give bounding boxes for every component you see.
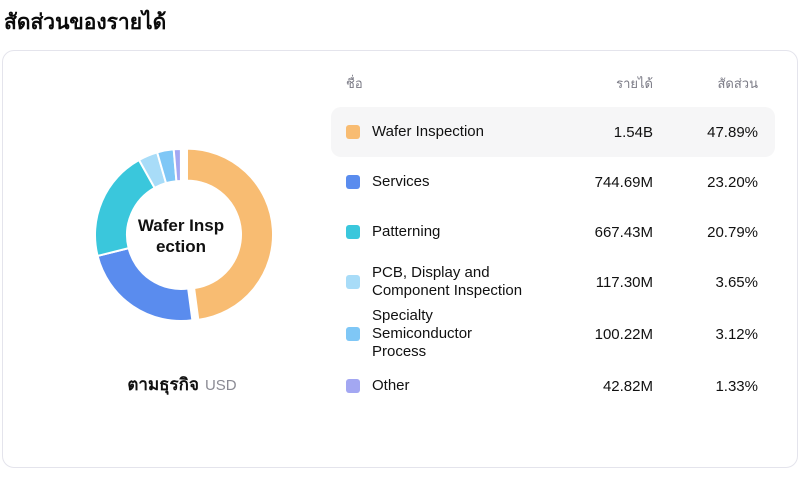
series-revenue: 100.22M: [594, 325, 653, 343]
series-share: 20.79%: [707, 223, 758, 241]
series-revenue: 117.30M: [595, 273, 653, 291]
series-share: 47.89%: [707, 123, 758, 141]
series-name: Patterning: [372, 223, 441, 240]
series-name: Specialty Semiconductor Process: [372, 307, 473, 360]
series-color-swatch: [346, 379, 360, 393]
table-row[interactable]: PCB, Display and Component Inspection 117…: [331, 257, 775, 307]
chart-currency-label: USD: [204, 377, 237, 394]
chart-caption: ตามธุรกิจ USD: [33, 371, 331, 398]
donut-chart-panel: Wafer Insp ection ตามธุรกิจ USD: [3, 51, 331, 467]
donut-segment[interactable]: [185, 147, 274, 321]
series-table: ชื่อ รายได้ สัดส่วน Wafer Inspection 1.54…: [331, 51, 797, 467]
series-name-cell: Patterning: [346, 223, 531, 241]
table-body: Wafer Inspection 1.54B 47.89% Services 744.6…: [331, 107, 775, 411]
table-row[interactable]: Specialty Semiconductor Process 100.22M 3.…: [331, 307, 775, 361]
series-share: 1.33%: [715, 377, 758, 395]
series-color-swatch: [346, 125, 360, 139]
table-row[interactable]: Wafer Inspection 1.54B 47.89%: [331, 107, 775, 157]
series-name: Services: [372, 173, 430, 190]
series-share: 3.12%: [715, 325, 758, 343]
series-name-cell: PCB, Display and Component Inspection: [346, 264, 531, 300]
donut-segment[interactable]: [96, 246, 194, 322]
table-row[interactable]: Other 42.82M 1.33%: [331, 361, 775, 411]
series-share: 3.65%: [715, 273, 758, 291]
page-title: สัดส่วนของรายได้: [4, 11, 167, 34]
series-revenue: 744.69M: [594, 173, 653, 191]
table-row[interactable]: Patterning 667.43M 20.79%: [331, 207, 775, 257]
series-color-swatch: [346, 327, 360, 341]
donut-chart[interactable]: [81, 135, 281, 335]
series-color-swatch: [346, 275, 360, 289]
series-revenue: 667.43M: [594, 223, 653, 241]
chart-grouping-label: ตามธุรกิจ: [127, 375, 199, 394]
series-name: Wafer Inspection: [372, 123, 484, 140]
donut-segment[interactable]: [172, 147, 182, 183]
series-name-cell: Wafer Inspection: [346, 123, 531, 141]
series-name: PCB, Display and Component Inspection: [372, 264, 523, 299]
revenue-breakdown-card: Wafer Insp ection ตามธุรกิจ USD ชื่อ รายไ…: [2, 50, 798, 468]
header-name: ชื่อ: [346, 75, 363, 91]
series-name-cell: Other: [346, 377, 531, 395]
series-revenue: 1.54B: [613, 123, 653, 141]
series-name-cell: Services: [346, 173, 531, 191]
table-header-row: ชื่อ รายได้ สัดส่วน: [331, 75, 775, 91]
header-revenue: รายได้: [616, 75, 653, 91]
series-color-swatch: [346, 225, 360, 239]
header-share: สัดส่วน: [717, 75, 759, 91]
table-row[interactable]: Services 744.69M 23.20%: [331, 157, 775, 207]
series-revenue: 42.82M: [602, 377, 653, 395]
series-name: Other: [372, 377, 410, 394]
donut-segment[interactable]: [94, 158, 156, 258]
series-share: 23.20%: [707, 173, 758, 191]
series-color-swatch: [346, 175, 360, 189]
series-name-cell: Specialty Semiconductor Process: [346, 307, 531, 361]
